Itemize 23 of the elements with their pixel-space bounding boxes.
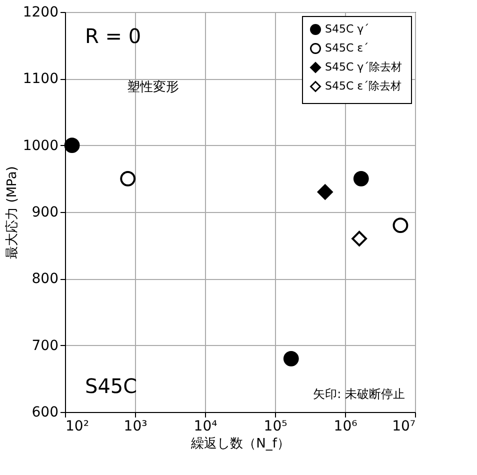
x-tick-label: 10² — [66, 418, 89, 434]
annotation: 塑性変形 — [127, 79, 179, 95]
legend-label: S45C ε´ — [325, 42, 369, 54]
legend-label: S45C γ´ — [325, 22, 370, 36]
legend-label: S45C γ´除去材 — [325, 60, 402, 74]
annotation: 矢印: 未破断停止 — [313, 387, 405, 401]
y-tick-label: 900 — [32, 204, 58, 220]
y-tick-label: 700 — [32, 338, 58, 354]
y-tick-label: 1200 — [22, 4, 58, 20]
x-tick-label: 10⁴ — [194, 418, 218, 434]
y-tick-label: 600 — [32, 404, 58, 420]
x-tick-label: 10⁷ — [392, 418, 416, 434]
annotation: R = 0 — [85, 24, 142, 48]
y-tick-label: 800 — [32, 271, 58, 288]
x-axis-title: 繰返し数（N_f） — [190, 436, 290, 452]
x-tick-label: 10³ — [124, 418, 148, 434]
annotation: S45C — [85, 374, 138, 398]
x-tick-label: 10⁵ — [264, 418, 288, 434]
legend-label: S45C ε´除去材 — [325, 80, 402, 92]
y-tick-label: 1100 — [22, 71, 58, 88]
y-axis-title: 最大応力 (MPa) — [4, 166, 20, 259]
y-tick-label: 1000 — [22, 138, 58, 154]
x-tick-label: 10⁶ — [334, 418, 358, 434]
